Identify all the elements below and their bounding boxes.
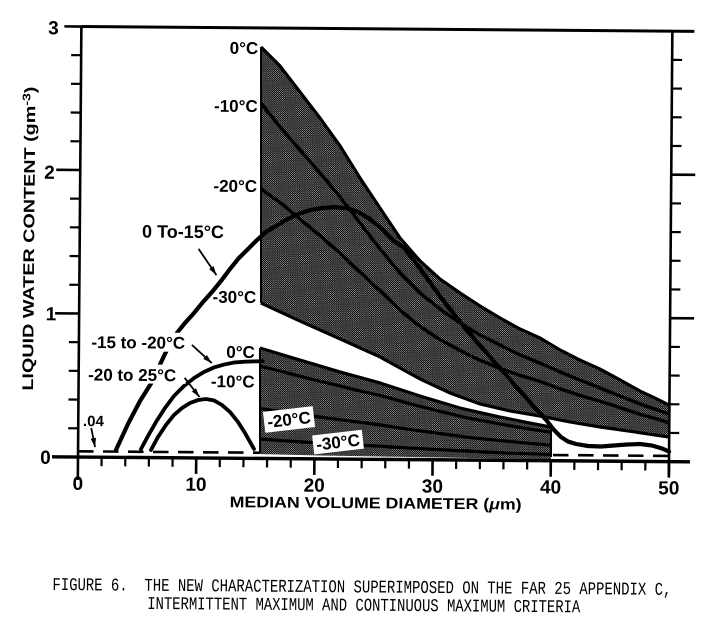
- svg-text:MEDIAN VOLUME DIAMETER (μm): MEDIAN VOLUME DIAMETER (μm): [230, 494, 522, 513]
- svg-text:-20°C: -20°C: [213, 177, 257, 196]
- svg-text:-20 to 25°C: -20 to 25°C: [88, 365, 176, 385]
- svg-text:20: 20: [304, 476, 325, 497]
- svg-text:-10°C: -10°C: [211, 372, 255, 391]
- svg-text:30: 30: [422, 477, 443, 498]
- svg-text:0°C: 0°C: [230, 39, 259, 58]
- svg-text:3: 3: [48, 18, 59, 39]
- svg-text:LIQUID WATER CONTENT (gm-3): LIQUID WATER CONTENT (gm-3): [19, 87, 39, 391]
- svg-text:0°C: 0°C: [226, 343, 255, 362]
- svg-text:10: 10: [185, 475, 206, 496]
- svg-text:0: 0: [72, 474, 83, 495]
- svg-text:-10°C: -10°C: [214, 97, 258, 116]
- svg-text:.04: .04: [83, 413, 105, 430]
- svg-text:-15 to -20°C: -15 to -20°C: [91, 333, 185, 353]
- svg-text:0 To-15°C: 0 To-15°C: [142, 221, 224, 242]
- svg-text:0: 0: [40, 448, 51, 469]
- svg-text:40: 40: [540, 477, 561, 498]
- svg-text:2: 2: [44, 163, 55, 184]
- svg-text:1: 1: [46, 304, 57, 325]
- svg-text:50: 50: [658, 478, 679, 499]
- svg-text:INTERMITTENT MAXIMUM AND CONTI: INTERMITTENT MAXIMUM AND CONTINUOUS MAXI…: [147, 595, 580, 618]
- svg-text:-30°C: -30°C: [213, 288, 257, 307]
